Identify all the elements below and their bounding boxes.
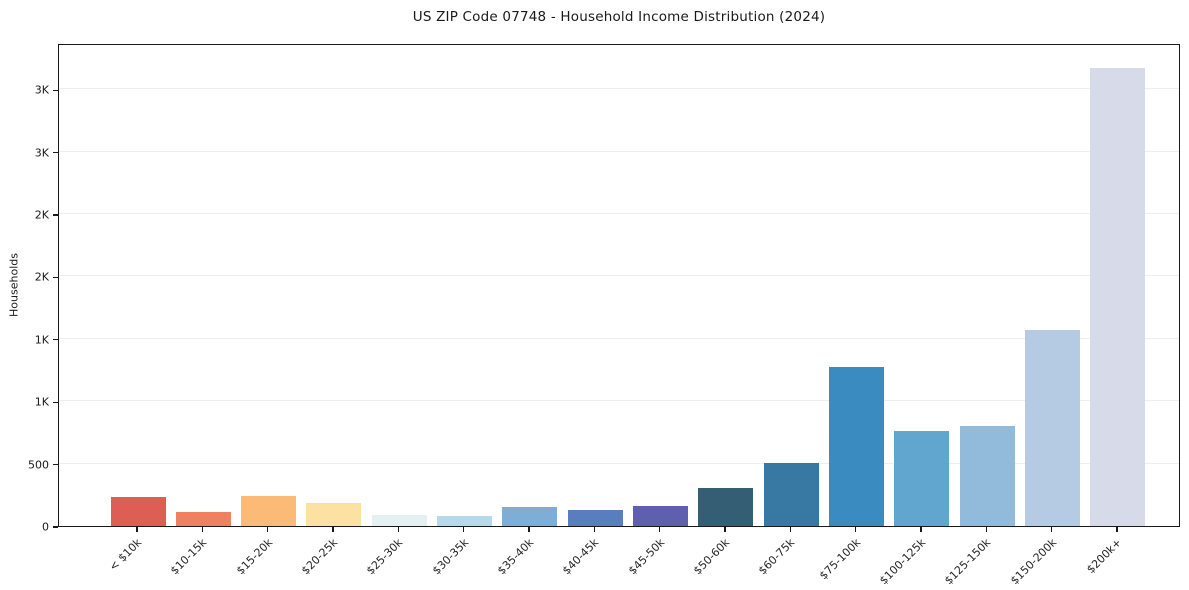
- y-tick-mark: [53, 151, 58, 154]
- y-axis-label: Households: [7, 253, 21, 317]
- x-tick-mark: [136, 527, 138, 532]
- x-tick-mark: [985, 527, 987, 532]
- bar-$30-35k: [437, 516, 493, 526]
- x-tick-mark: [659, 527, 661, 532]
- y-tick-mark: [53, 276, 58, 278]
- x-tick-label: < $10k: [106, 536, 145, 574]
- y-tick-label: 2K: [34, 208, 49, 222]
- y-tick-label: 3K: [34, 83, 49, 97]
- bar-$150-200k: [1025, 330, 1081, 526]
- x-tick-mark: [267, 527, 269, 532]
- x-tick-mark: [920, 527, 922, 532]
- bar-$45-50k: [633, 506, 689, 526]
- x-tick-mark: [724, 527, 726, 532]
- gridline: [59, 213, 1179, 214]
- x-tick-mark: [855, 527, 857, 532]
- x-tick-mark: [1051, 527, 1053, 532]
- y-tick-label: 3K: [34, 146, 49, 160]
- chart-title: US ZIP Code 07748 - Household Income Dis…: [412, 9, 826, 25]
- bar-$40-45k: [567, 509, 623, 526]
- y-tick-mark: [53, 463, 58, 466]
- gridline: [59, 88, 1179, 90]
- bar-$200k+: [1090, 67, 1146, 526]
- y-tick-label: 1K: [34, 395, 49, 409]
- x-tick-mark: [528, 527, 530, 532]
- plot-area: [58, 44, 1180, 527]
- gridline: [59, 150, 1179, 152]
- y-tick-mark: [53, 526, 58, 528]
- bar-$100-125k: [894, 430, 950, 526]
- x-tick-mark: [463, 527, 465, 532]
- y-tick-mark: [53, 214, 58, 216]
- gridline: [59, 462, 1179, 464]
- y-tick-mark: [53, 89, 58, 91]
- bar-$75-100k: [829, 366, 885, 526]
- y-tick-label: 2K: [34, 270, 49, 284]
- gridline: [59, 400, 1179, 402]
- bar-$25-30k: [371, 514, 427, 526]
- y-tick-mark: [53, 339, 58, 341]
- bar-$35-40k: [502, 506, 558, 526]
- x-tick-mark: [397, 527, 399, 532]
- bar-$10-15k: [175, 511, 231, 526]
- x-tick-mark: [1116, 527, 1118, 532]
- bar-$20-25k: [306, 502, 362, 526]
- bar-$50-60k: [698, 487, 754, 526]
- bar-$125-150k: [959, 426, 1015, 526]
- x-tick-mark: [201, 527, 203, 532]
- gridline: [59, 275, 1179, 277]
- y-tick-label: 500: [28, 458, 49, 472]
- gridline: [59, 337, 1179, 339]
- bar-< $10k: [110, 497, 166, 526]
- y-tick-label: 0: [42, 520, 49, 534]
- y-tick-mark: [53, 401, 58, 403]
- y-tick-label: 1K: [34, 333, 49, 347]
- bar-$60-75k: [763, 462, 819, 526]
- bar-$15-20k: [241, 496, 297, 526]
- x-tick-mark: [332, 527, 334, 532]
- x-tick-mark: [789, 527, 791, 532]
- x-tick-mark: [593, 527, 595, 532]
